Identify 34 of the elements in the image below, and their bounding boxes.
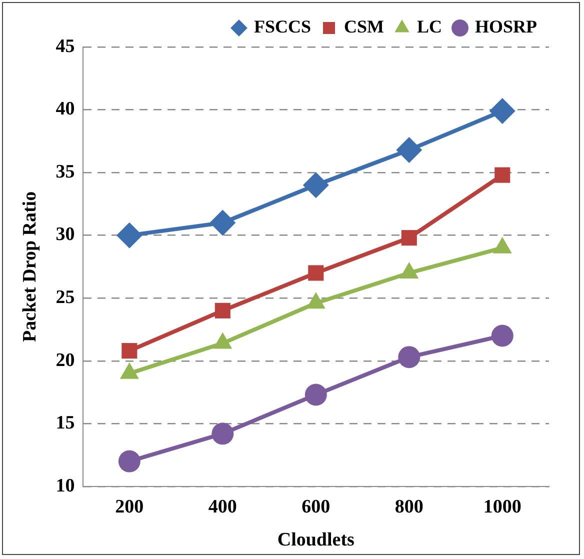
- y-tick-label: 20: [56, 350, 75, 371]
- point: [494, 167, 510, 183]
- point: [212, 422, 234, 445]
- point: [304, 384, 327, 406]
- point: [116, 222, 142, 248]
- x-axis-title: Cloudlets: [277, 530, 354, 551]
- x-tick-label: 600: [302, 496, 330, 518]
- point: [122, 343, 138, 359]
- y-tick-label: 10: [56, 475, 75, 496]
- point: [214, 302, 230, 318]
- x-tick-label: 400: [208, 496, 237, 518]
- point: [401, 230, 417, 246]
- y-tick-label: 30: [56, 224, 75, 246]
- y-tick-label: 15: [56, 412, 75, 434]
- point: [210, 210, 236, 236]
- y-tick-label: 45: [56, 36, 75, 57]
- point: [118, 450, 140, 472]
- x-tick-label: 800: [394, 496, 424, 518]
- point: [491, 324, 514, 347]
- point: [489, 98, 516, 124]
- legend-label: HOSRP: [474, 16, 538, 37]
- point: [396, 136, 422, 163]
- legend-label: LC: [416, 16, 442, 37]
- y-tick-label: 35: [56, 161, 75, 182]
- point: [302, 172, 329, 198]
- legend-label: CSM: [344, 16, 384, 37]
- legend-label: FSCCS: [254, 16, 311, 37]
- x-tick-label: 200: [115, 496, 144, 518]
- point: [308, 265, 324, 281]
- y-axis-title: Packet Drop Ratio: [19, 191, 40, 342]
- point: [398, 346, 420, 368]
- y-tick-label: 25: [56, 286, 75, 308]
- y-tick-label: 40: [56, 98, 75, 120]
- x-tick-label: 1000: [483, 496, 522, 518]
